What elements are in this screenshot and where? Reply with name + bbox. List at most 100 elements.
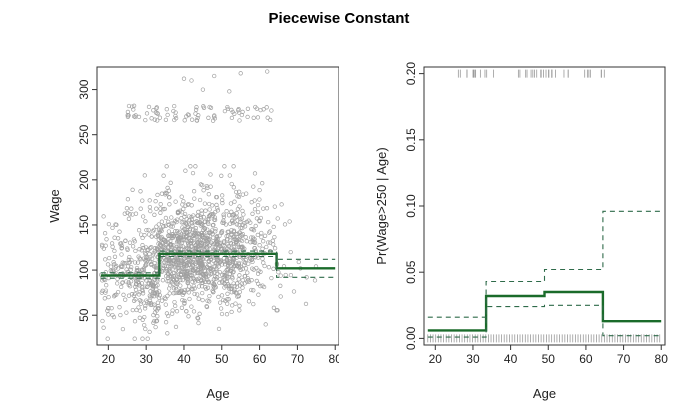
- data-point: [232, 283, 237, 289]
- data-point: [255, 115, 261, 120]
- data-point: [153, 234, 159, 239]
- data-point: [115, 266, 121, 271]
- data-point: [172, 103, 177, 109]
- data-point: [262, 233, 268, 238]
- data-point: [190, 223, 195, 228]
- data-point: [164, 107, 169, 112]
- data-point: [173, 290, 178, 296]
- data-point: [191, 260, 196, 265]
- data-point: [200, 297, 205, 303]
- data-point: [233, 189, 239, 195]
- data-point: [279, 202, 284, 207]
- data-point: [236, 110, 242, 115]
- data-point: [123, 260, 128, 266]
- data-point: [165, 331, 170, 336]
- data-point: [130, 244, 136, 249]
- data-point: [173, 229, 178, 234]
- data-point: [238, 217, 243, 222]
- data-point: [127, 240, 133, 245]
- data-point: [142, 314, 147, 320]
- data-point: [177, 275, 182, 280]
- data-point: [172, 263, 177, 268]
- data-point: [150, 286, 155, 291]
- data-point: [213, 209, 218, 215]
- data-point: [131, 237, 137, 242]
- data-point: [253, 248, 258, 253]
- data-point: [197, 311, 202, 316]
- data-point: [201, 243, 207, 249]
- data-point: [244, 219, 249, 225]
- data-point: [251, 301, 256, 307]
- data-point: [102, 231, 108, 236]
- data-point: [187, 214, 192, 219]
- data-point: [223, 222, 229, 227]
- data-point: [156, 234, 161, 239]
- data-point: [196, 270, 201, 276]
- data-point: [232, 263, 237, 268]
- data-point: [229, 309, 234, 315]
- data-point: [230, 303, 235, 308]
- data-point: [169, 243, 174, 248]
- data-point: [227, 286, 232, 291]
- data-point: [291, 289, 297, 294]
- data-point: [143, 303, 148, 309]
- data-point: [267, 229, 273, 234]
- data-point: [125, 264, 131, 269]
- data-point: [204, 256, 210, 262]
- data-point: [233, 241, 239, 246]
- data-point: [184, 238, 189, 243]
- data-point: [182, 211, 188, 217]
- data-point: [248, 255, 253, 260]
- data-point: [129, 206, 134, 211]
- data-point: [182, 118, 187, 123]
- data-point: [171, 258, 176, 263]
- data-point: [278, 273, 283, 278]
- data-point: [189, 304, 194, 309]
- data-point: [261, 107, 266, 112]
- data-point: [203, 208, 208, 213]
- data-point: [238, 225, 243, 231]
- x-tick-label: 80: [655, 352, 669, 366]
- data-point: [115, 236, 121, 241]
- data-point: [143, 219, 148, 224]
- data-point: [229, 115, 235, 121]
- data-point: [201, 188, 206, 193]
- data-point: [234, 291, 239, 296]
- data-point: [312, 278, 318, 283]
- data-point: [108, 264, 114, 269]
- data-point: [142, 306, 148, 311]
- data-point: [156, 289, 162, 294]
- y-tick-label: 300: [77, 79, 91, 99]
- x-tick-label: 70: [291, 352, 305, 366]
- x-tick-label: 20: [102, 352, 116, 366]
- data-point: [271, 224, 276, 230]
- data-point: [165, 185, 170, 191]
- data-point: [266, 230, 272, 235]
- data-point: [197, 197, 203, 203]
- data-point: [115, 281, 120, 286]
- data-point: [200, 222, 205, 227]
- data-point: [237, 204, 242, 209]
- data-point: [242, 221, 247, 226]
- data-point: [162, 206, 167, 212]
- data-marks: [427, 69, 662, 343]
- data-point: [249, 235, 254, 240]
- y-tick-label: 250: [77, 124, 91, 144]
- data-point: [239, 232, 244, 238]
- data-point: [137, 283, 142, 288]
- data-point: [226, 275, 231, 280]
- data-point: [259, 230, 264, 236]
- data-point: [195, 239, 201, 245]
- data-point: [119, 241, 124, 246]
- data-point: [173, 324, 179, 330]
- data-point: [152, 318, 157, 324]
- data-point: [185, 278, 190, 283]
- data-point: [252, 207, 258, 212]
- data-point: [164, 164, 169, 169]
- data-point: [109, 241, 115, 246]
- data-point: [110, 225, 115, 231]
- data-point: [156, 295, 162, 300]
- data-point: [114, 222, 119, 227]
- data-point: [131, 107, 136, 112]
- data-point: [224, 258, 230, 264]
